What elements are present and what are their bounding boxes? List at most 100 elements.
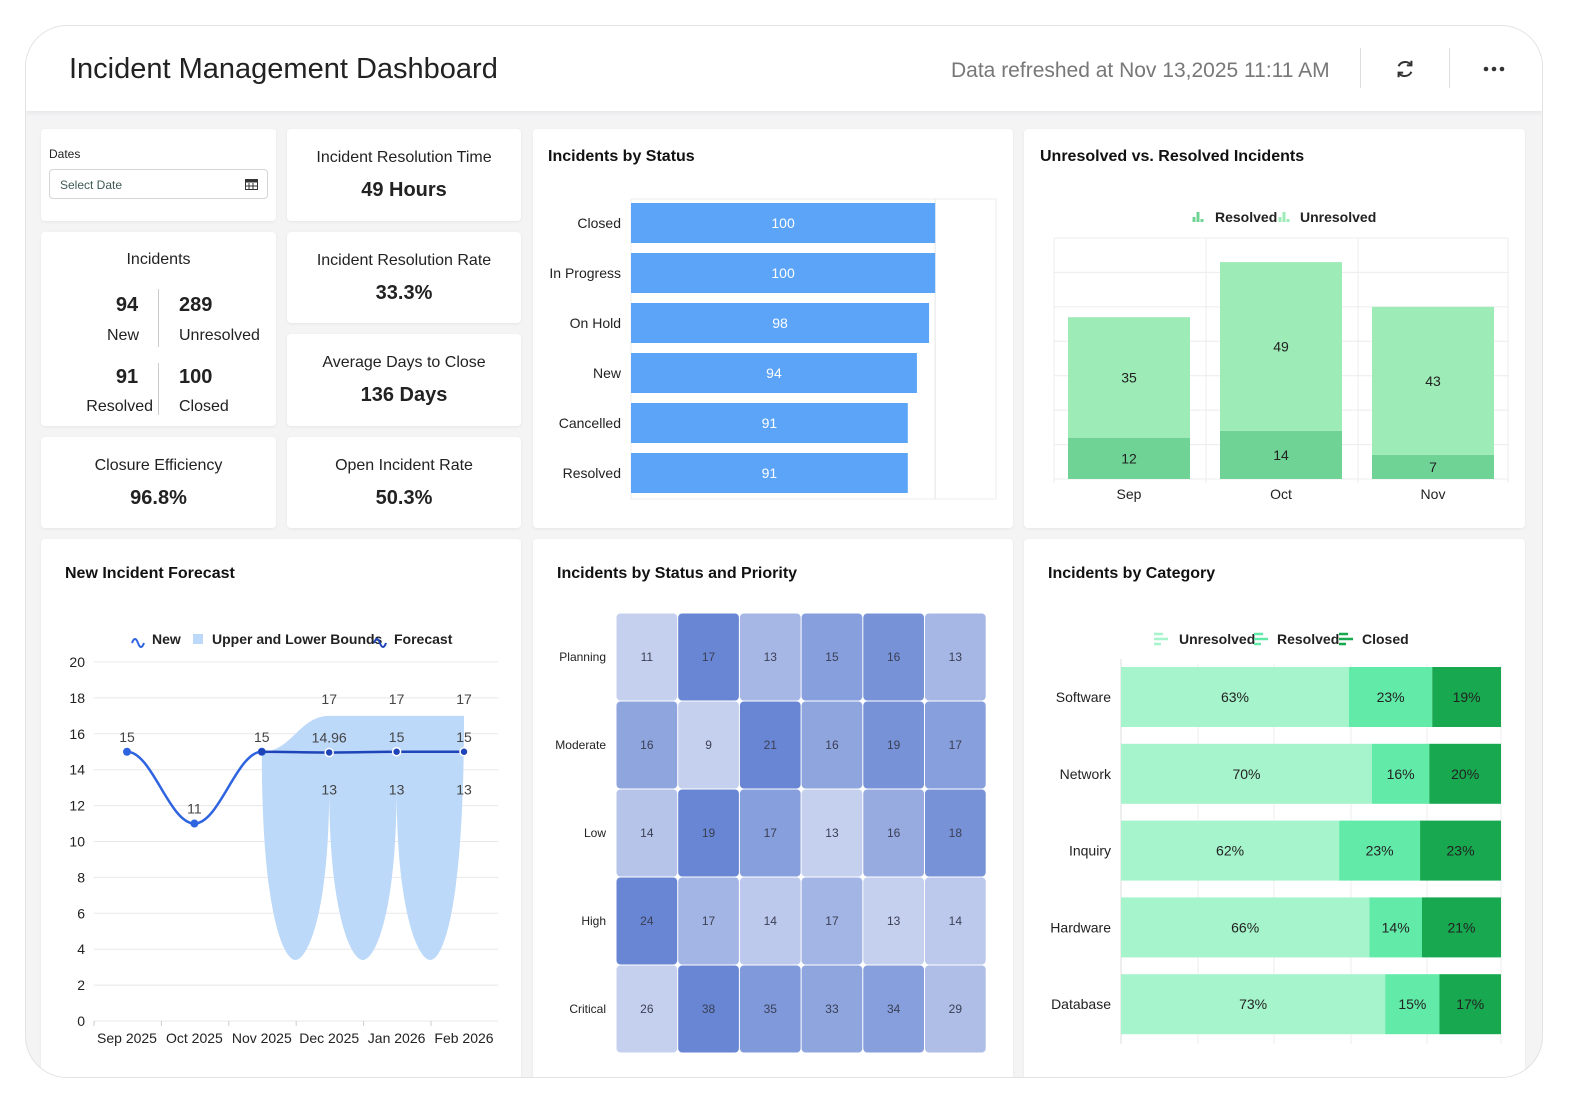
- legend-label: New: [152, 631, 181, 647]
- kpi-value: 33.3%: [375, 282, 433, 304]
- y-tick-label: Planning: [559, 650, 606, 664]
- data-label: 21%: [1447, 919, 1475, 935]
- heatmap-cell: [616, 789, 678, 877]
- heatmap-card: Incidents by Status and Priority Plannin…: [533, 539, 1013, 1077]
- calendar-icon[interactable]: [245, 178, 258, 193]
- cell-label: 24: [640, 914, 654, 928]
- cell-label: 16: [887, 826, 901, 840]
- y-tick-label: 12: [69, 798, 85, 814]
- cell-label: 21: [764, 738, 778, 752]
- cell-label: 13: [949, 650, 963, 664]
- heatmap-cell: [616, 877, 678, 965]
- x-tick-label: Sep: [1117, 486, 1142, 502]
- closed-label: Closed: [179, 398, 229, 415]
- bar-unresolved: [1121, 743, 1372, 804]
- forecast-point: [459, 747, 469, 757]
- data-label: 91: [762, 465, 778, 481]
- heatmap-cell: [678, 701, 739, 789]
- legend-resolved-icon: [1192, 212, 1204, 222]
- cell-label: 11: [641, 650, 654, 664]
- kpi-label: Closure Efficiency: [94, 457, 223, 474]
- cell-label: 17: [702, 650, 716, 664]
- kpi-label: Incident Resolution Time: [316, 149, 492, 166]
- legend-label: Forecast: [394, 631, 453, 647]
- bar: [631, 453, 908, 493]
- heatmap-cell: [739, 789, 801, 877]
- heatmap-cell: [863, 789, 924, 877]
- unresolved-chart: Resolved Unresolved 12 35 Sep 14 49 Oct 7 43 Nov: [1053, 209, 1509, 502]
- y-tick-label: 16: [69, 726, 85, 742]
- heatmap-cell: [925, 965, 986, 1053]
- cell-label: 33: [825, 1002, 839, 1016]
- heatmap-cell: [863, 877, 924, 965]
- y-tick-label: 14: [69, 762, 85, 778]
- refresh-icon[interactable]: [1388, 52, 1422, 86]
- heatmap-cell: [678, 789, 739, 877]
- cell-label: 13: [764, 650, 778, 664]
- y-tick-label: High: [581, 914, 606, 928]
- data-label: 98: [772, 315, 788, 331]
- bar-closed: [1420, 820, 1501, 881]
- bar-closed: [1439, 974, 1501, 1035]
- heatmap-cell: [739, 965, 801, 1053]
- cell-label: 9: [705, 738, 712, 752]
- y-tick-label: 0: [77, 1013, 85, 1029]
- more-horizontal-icon[interactable]: [1477, 52, 1511, 86]
- heatmap-cell: [616, 613, 678, 701]
- forecast-chart-card: New Incident Forecast New Upper and Lower…: [41, 539, 521, 1077]
- unresolved-label: Unresolved: [179, 327, 260, 344]
- bar-unresolved: [1372, 306, 1494, 455]
- kpi-open-rate: Open Incident Rate 50.3%: [287, 437, 521, 528]
- bar-resolved: [1068, 437, 1190, 479]
- plot-area: [630, 198, 997, 500]
- bar: [631, 303, 930, 343]
- cell-label: 19: [887, 738, 901, 752]
- bar-resolved: [1385, 974, 1440, 1035]
- legend-resolved-icon: [1254, 632, 1268, 646]
- bar: [631, 203, 936, 243]
- heatmap-cell: [863, 965, 924, 1053]
- kpi-value: 96.8%: [130, 487, 187, 509]
- kpi-value: 50.3%: [375, 487, 433, 509]
- x-tick-label: Oct 2025: [166, 1030, 223, 1046]
- kpi-label: Incidents: [126, 251, 191, 268]
- unresolved-chart-card: Unresolved vs. Resolved Incidents Resolv…: [1024, 129, 1525, 528]
- data-label: 15: [456, 729, 472, 745]
- chart-title: Incidents by Status and Priority: [557, 565, 798, 582]
- y-tick-label: Resolved: [563, 465, 621, 481]
- kpi-label: Open Incident Rate: [335, 457, 473, 474]
- legend-label: Resolved: [1277, 631, 1339, 647]
- data-label: 43: [1425, 373, 1441, 389]
- y-tick-label: 6: [77, 905, 85, 921]
- divider: [158, 363, 159, 415]
- upper-bound-label: 17: [321, 691, 337, 707]
- cell-label: 15: [825, 650, 839, 664]
- legend-label: Unresolved: [1300, 209, 1376, 225]
- data-label: 11: [187, 801, 202, 817]
- header: Incident Management Dashboard Data refre…: [26, 26, 1542, 111]
- kpi-label: Average Days to Close: [322, 354, 486, 371]
- bar-closed: [1429, 743, 1501, 804]
- bar-unresolved: [1068, 317, 1190, 438]
- forecast-point: [391, 747, 402, 757]
- date-input[interactable]: Select Date: [49, 169, 268, 199]
- bar-unresolved: [1220, 262, 1342, 431]
- y-tick-label: Critical: [569, 1002, 606, 1016]
- cell-label: 16: [825, 738, 839, 752]
- legend-bounds-icon: [193, 634, 203, 644]
- heatmap-cell: [616, 701, 678, 789]
- bar-closed: [1421, 897, 1501, 958]
- heatmap-cell: [616, 965, 678, 1053]
- chart-title: Incidents by Status: [548, 148, 695, 165]
- legend-label: Unresolved: [1179, 631, 1255, 647]
- forecast-line: [261, 750, 465, 754]
- kpi-value: 136 Days: [360, 384, 448, 406]
- cell-label: 34: [887, 1002, 901, 1016]
- data-label: 15: [119, 729, 135, 745]
- heatmap-cell: [739, 877, 801, 965]
- data-label: 15: [389, 729, 405, 745]
- data-label: 14.96: [312, 729, 347, 745]
- legend-label: Resolved: [1215, 209, 1277, 225]
- legend-label: Closed: [1362, 631, 1409, 647]
- forecast-chart: New Upper and Lower Bounds Forecast 0 2 4 6 8 10…: [69, 631, 498, 1046]
